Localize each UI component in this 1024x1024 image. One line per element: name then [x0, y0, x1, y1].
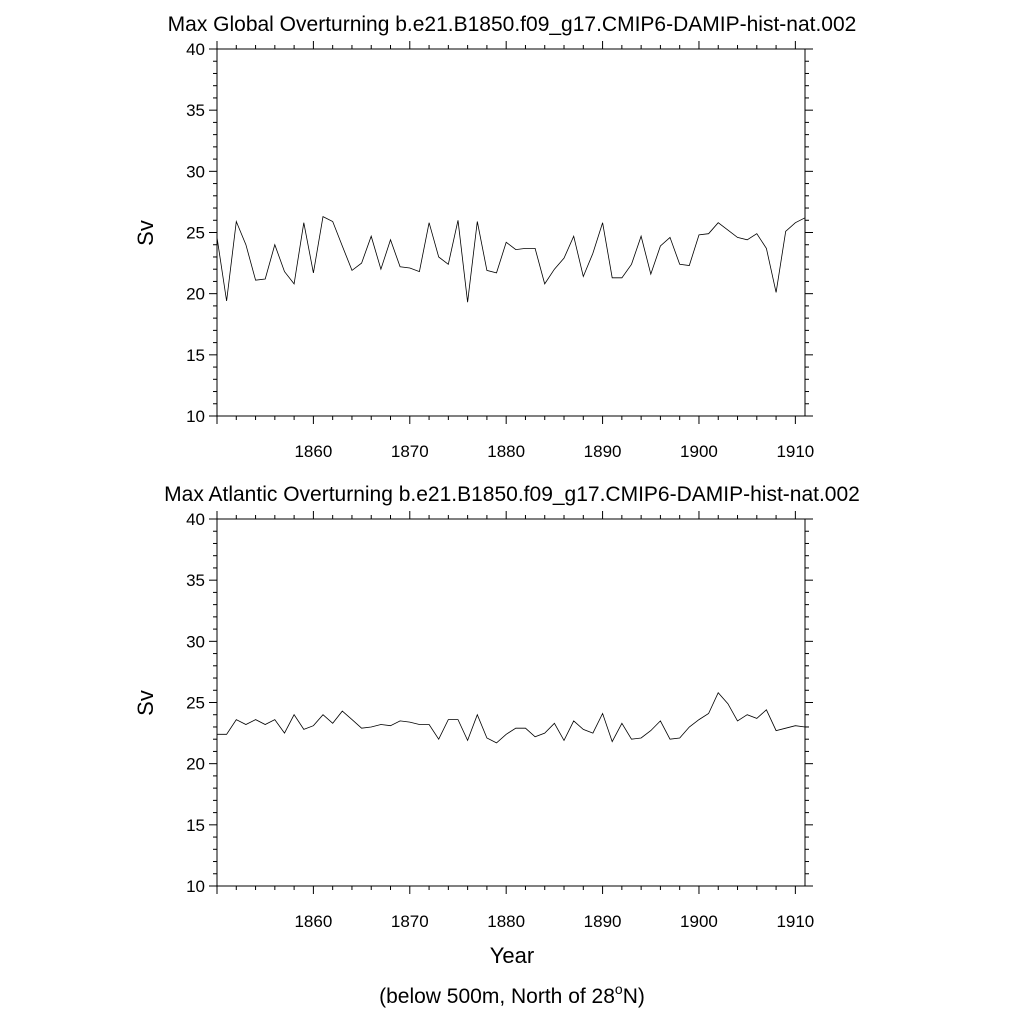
y-tick-label: 30: [186, 632, 205, 651]
y-tick-label: 40: [186, 510, 205, 529]
x-tick-labels: 1860 1870 1880 1890 1900 1910: [294, 442, 814, 461]
y-tick-label: 10: [186, 407, 205, 426]
footnote-suffix: N): [623, 985, 645, 1008]
y-tick-labels: 10 15 20 25 30 35 40: [186, 510, 205, 896]
x-tick-labels: 1860 1870 1880 1890 1900 1910: [294, 912, 814, 931]
y-tick-label: 15: [186, 816, 205, 835]
x-tick-label: 1910: [776, 912, 814, 931]
y-tick-labels: 10 15 20 25 30 35 40: [186, 40, 205, 426]
x-tick-label: 1860: [294, 912, 332, 931]
x-tick-label: 1880: [487, 912, 525, 931]
x-tick-label: 1890: [584, 912, 622, 931]
x-tick-label: 1870: [391, 442, 429, 461]
y-axis-label: Sv: [133, 690, 158, 716]
footnote: (below 500m, North of 28oN): [379, 981, 645, 1008]
x-tick-label: 1910: [776, 442, 814, 461]
y-tick-label: 40: [186, 40, 205, 59]
y-tick-label: 20: [186, 755, 205, 774]
axis-ticks: [209, 511, 813, 894]
axis-ticks: [209, 41, 813, 424]
x-tick-label: 1860: [294, 442, 332, 461]
footnote-text: (below 500m, North of 28: [379, 985, 615, 1008]
plot-frame: [216, 518, 806, 887]
x-tick-label: 1880: [487, 442, 525, 461]
series-line: [216, 215, 806, 303]
chart-title: Max Atlantic Overturning b.e21.B1850.f09…: [164, 483, 860, 506]
y-tick-label: 10: [186, 877, 205, 896]
x-tick-label: 1900: [680, 912, 718, 931]
atlantic-overturning-panel: Max Atlantic Overturning b.e21.B1850.f09…: [133, 483, 860, 968]
x-tick-label: 1870: [391, 912, 429, 931]
x-tick-label: 1890: [584, 442, 622, 461]
plot-frame: [216, 48, 806, 417]
x-tick-label: 1900: [680, 442, 718, 461]
y-tick-label: 15: [186, 346, 205, 365]
y-tick-label: 30: [186, 162, 205, 181]
y-tick-label: 35: [186, 101, 205, 120]
y-tick-label: 20: [186, 285, 205, 304]
global-overturning-panel: Max Global Overturning b.e21.B1850.f09_g…: [133, 13, 856, 461]
series-line: [217, 691, 806, 744]
y-tick-label: 25: [186, 694, 205, 713]
chart-title: Max Global Overturning b.e21.B1850.f09_g…: [168, 13, 857, 36]
y-tick-label: 35: [186, 571, 205, 590]
footnote-superscript: o: [615, 981, 623, 997]
y-tick-label: 25: [186, 224, 205, 243]
y-axis-label: Sv: [133, 220, 158, 246]
x-axis-label: Year: [490, 943, 534, 968]
